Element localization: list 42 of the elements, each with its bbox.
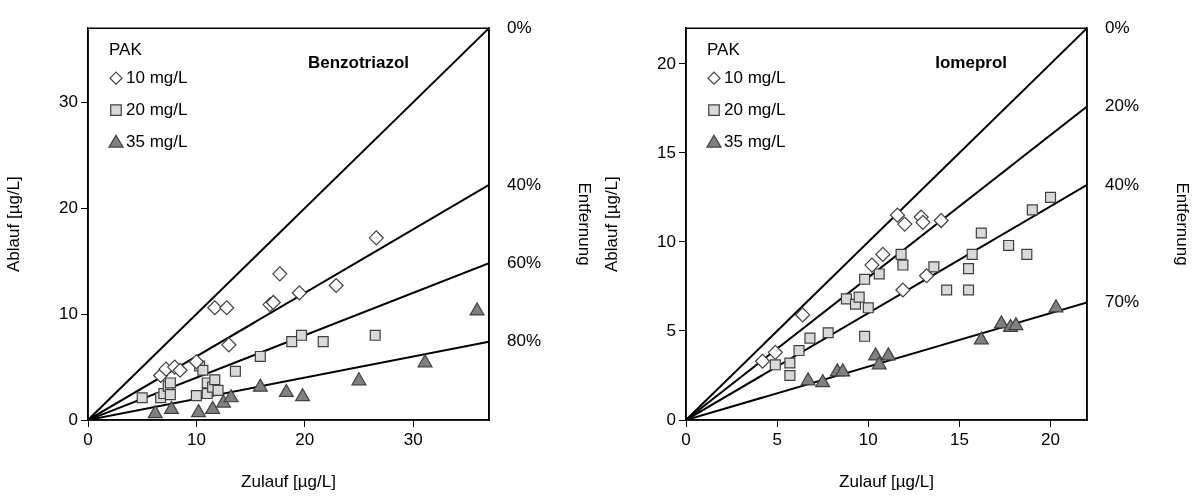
y2-tick-label: 80% (507, 331, 542, 351)
legend-title: PAK (707, 39, 741, 59)
y2-axis-title: Entfernung (1173, 182, 1193, 266)
y-tick-label: 15 (657, 142, 676, 162)
text: Iomeprol (935, 52, 1007, 72)
y2-tick-label: 0% (1105, 17, 1130, 37)
y2-tick-label: 60% (507, 252, 542, 272)
y-tick-label: 10 (59, 303, 78, 323)
y2-axis-title: Entfernung (575, 182, 595, 266)
x-axis-title: Zulauf [µg/L] (241, 472, 336, 492)
legend-label: 20 mg/L (126, 99, 188, 119)
x-tick-label: 30 (403, 429, 423, 449)
x-tick-label: 20 (295, 429, 315, 449)
x-tick-label: 15 (949, 429, 969, 449)
y-axis-title: Ablauf [µg/L] (601, 176, 621, 273)
y-axis-title: Ablauf [µg/L] (3, 176, 23, 273)
y-tick-label: 20 (59, 197, 78, 217)
legend-title: PAK (109, 39, 143, 59)
x-tick-label: 10 (858, 429, 878, 449)
legend-label: 35 mg/L (126, 131, 188, 151)
x-tick-label: 5 (772, 429, 782, 449)
y2-tick-label: 20% (1105, 96, 1140, 116)
x-axis-title: Zulauf [µg/L] (839, 472, 934, 492)
legend-label: 10 mg/L (126, 67, 188, 87)
x-tick-label: 0 (83, 429, 93, 449)
y-tick-label: 0 (666, 409, 676, 429)
y-tick-label: 30 (59, 92, 78, 112)
x-tick-label: 0 (681, 429, 691, 449)
legend-label: 10 mg/L (724, 67, 786, 87)
y-tick-label: 20 (657, 53, 676, 73)
text: Benzotriazol (307, 52, 409, 72)
y-tick-label: 10 (657, 231, 676, 251)
legend-label: 35 mg/L (724, 131, 786, 151)
y2-tick-label: 0% (507, 17, 532, 37)
x-tick-label: 20 (1041, 429, 1061, 449)
x-tick-label: 10 (186, 429, 206, 449)
y-tick-label: 5 (666, 320, 676, 340)
y2-tick-label: 40% (507, 174, 542, 194)
y2-tick-label: 40% (1105, 174, 1140, 194)
legend-label: 20 mg/L (724, 99, 786, 119)
y2-tick-label: 70% (1105, 292, 1140, 312)
y-tick-label: 0 (68, 409, 78, 429)
